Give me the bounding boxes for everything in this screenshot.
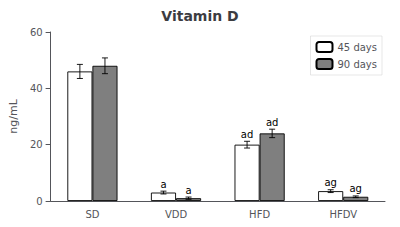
svg-text:SD: SD xyxy=(85,209,99,220)
svg-text:ad: ad xyxy=(241,129,253,140)
svg-text:40: 40 xyxy=(30,83,43,94)
svg-text:a: a xyxy=(185,185,191,196)
svg-text:VDD: VDD xyxy=(165,209,188,220)
svg-text:HFDV: HFDV xyxy=(329,209,357,220)
svg-text:Vitamin D: Vitamin D xyxy=(161,8,238,24)
svg-text:20: 20 xyxy=(30,139,43,150)
svg-text:ag: ag xyxy=(324,177,336,188)
svg-text:HFD: HFD xyxy=(249,209,270,220)
svg-text:a: a xyxy=(160,179,166,190)
svg-text:90 days: 90 days xyxy=(337,59,377,70)
svg-text:0: 0 xyxy=(36,196,42,207)
svg-text:ag: ag xyxy=(349,183,361,194)
svg-text:ng/mL: ng/mL xyxy=(7,98,20,133)
svg-text:45 days: 45 days xyxy=(337,42,377,53)
svg-text:60: 60 xyxy=(30,27,43,38)
svg-text:ad: ad xyxy=(266,117,278,128)
